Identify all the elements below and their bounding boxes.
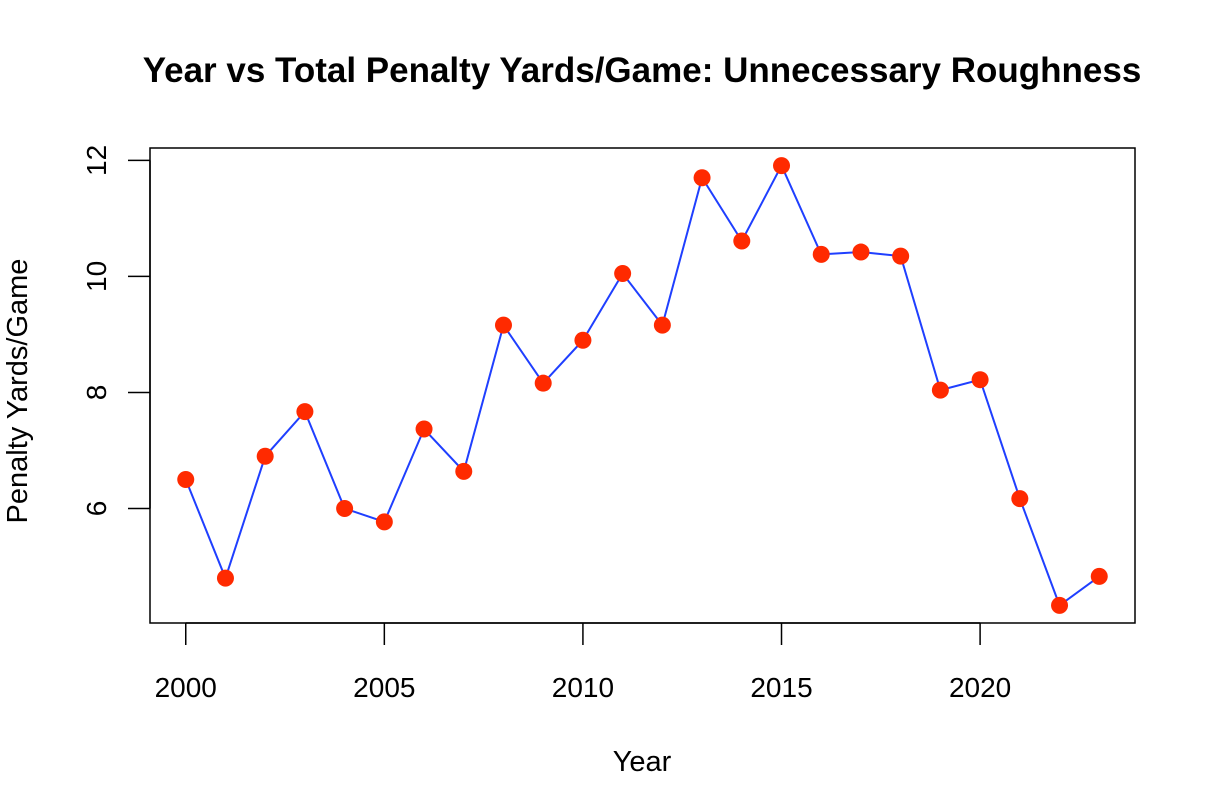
chart-title: Year vs Total Penalty Yards/Game: Unnece…	[143, 51, 1142, 90]
data-point	[415, 420, 433, 438]
plot-frame	[149, 147, 1136, 624]
data-point	[296, 403, 314, 421]
data-point	[892, 247, 910, 265]
data-point	[693, 169, 711, 187]
data-point	[534, 374, 552, 392]
data-point	[733, 232, 751, 250]
data-point	[1090, 567, 1108, 585]
data-point	[574, 331, 592, 349]
data-point	[852, 243, 870, 261]
data-point	[494, 316, 512, 334]
series-line	[184, 163, 1100, 607]
data-series	[177, 157, 1108, 614]
data-point	[653, 316, 671, 334]
x-tick-label: 2005	[353, 672, 415, 703]
x-axis: 2000 2005 2010 2015 2020	[155, 622, 1011, 703]
y-tick-label: 12	[81, 145, 112, 176]
data-point	[971, 371, 989, 389]
x-tick-label: 2020	[949, 672, 1011, 703]
data-point	[336, 500, 354, 518]
y-tick-label: 10	[81, 261, 112, 292]
data-point	[812, 245, 830, 263]
data-point	[216, 569, 234, 587]
x-tick-label: 2015	[750, 672, 812, 703]
y-tick-label: 6	[81, 501, 112, 517]
data-point	[256, 447, 274, 465]
data-point	[1011, 490, 1029, 508]
data-point	[931, 381, 949, 399]
x-tick-label: 2010	[552, 672, 614, 703]
data-point	[455, 462, 473, 480]
data-point	[614, 265, 632, 283]
x-axis-label: Year	[613, 746, 672, 778]
y-axis-label: Penalty Yards/Game	[2, 259, 34, 524]
data-point	[773, 157, 791, 175]
data-point	[1051, 596, 1069, 614]
data-point	[177, 470, 195, 488]
y-axis: 6 8 10 12	[81, 145, 151, 517]
data-point	[375, 513, 393, 531]
x-tick-label: 2000	[155, 672, 217, 703]
y-tick-label: 8	[81, 385, 112, 401]
